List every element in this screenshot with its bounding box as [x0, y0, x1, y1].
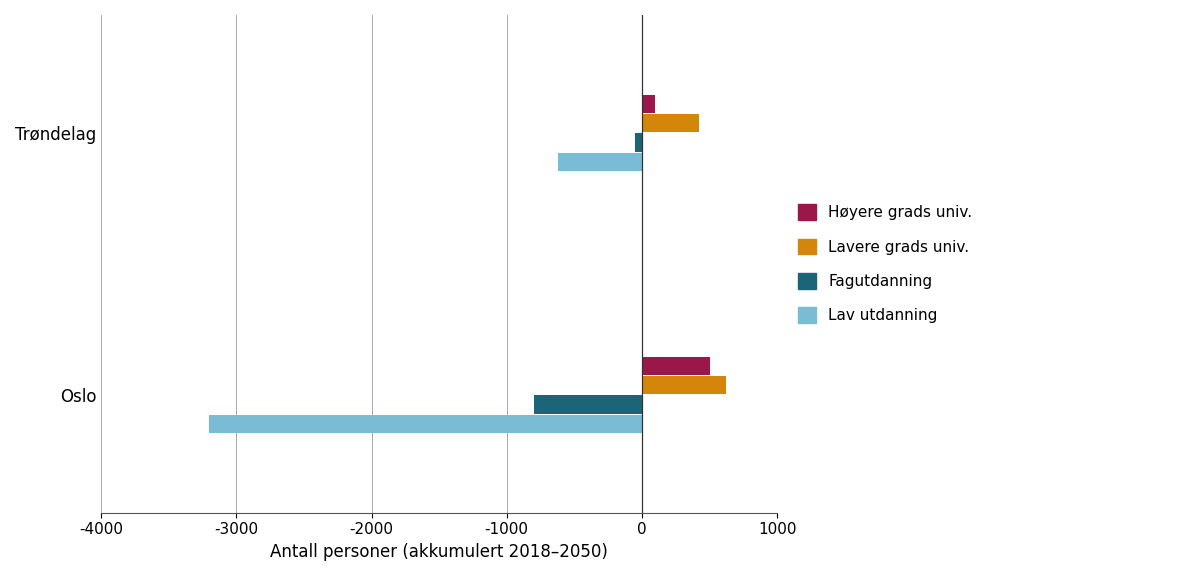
Bar	[642, 376, 726, 395]
Bar	[209, 415, 642, 433]
X-axis label: Antall personer (akkumulert 2018–2050): Antall personer (akkumulert 2018–2050)	[270, 543, 608, 561]
Legend: Høyere grads univ., Lavere grads univ., Fagutdanning, Lav utdanning: Høyere grads univ., Lavere grads univ., …	[792, 198, 978, 329]
Bar	[635, 133, 642, 151]
Bar	[642, 357, 709, 375]
Bar	[558, 153, 642, 171]
Bar	[534, 395, 642, 414]
Bar	[642, 95, 655, 113]
Bar	[642, 114, 698, 132]
